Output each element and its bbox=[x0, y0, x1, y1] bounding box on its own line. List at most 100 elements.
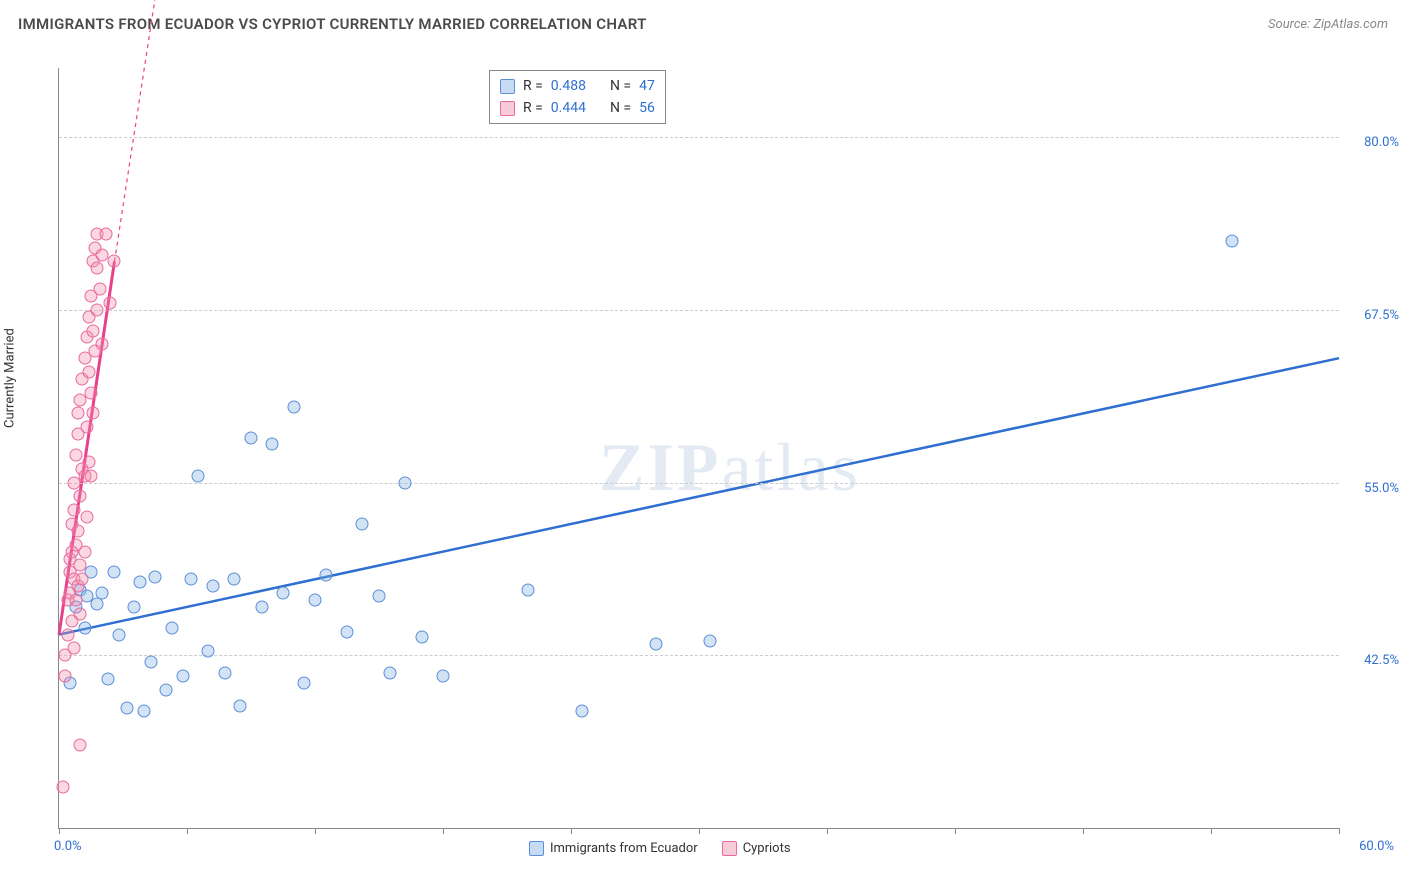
n-value-cypriots: 56 bbox=[639, 97, 655, 119]
x-tick bbox=[1339, 828, 1340, 834]
gridline bbox=[59, 310, 1339, 311]
scatter-point-ecuador bbox=[383, 667, 396, 680]
x-tick bbox=[443, 828, 444, 834]
scatter-point-ecuador bbox=[219, 667, 232, 680]
scatter-point-ecuador bbox=[298, 676, 311, 689]
scatter-point-ecuador bbox=[266, 437, 279, 450]
legend-swatch-blue bbox=[529, 841, 544, 856]
scatter-point-cypriots bbox=[70, 594, 83, 607]
trend-line bbox=[59, 358, 1339, 634]
scatter-point-ecuador bbox=[95, 587, 108, 600]
scatter-point-ecuador bbox=[437, 670, 450, 683]
scatter-point-cypriots bbox=[67, 504, 80, 517]
scatter-point-ecuador bbox=[202, 645, 215, 658]
source-name: ZipAtlas.com bbox=[1313, 17, 1388, 32]
scatter-point-cypriots bbox=[57, 780, 70, 793]
scatter-point-cypriots bbox=[95, 338, 108, 351]
scatter-point-ecuador bbox=[522, 584, 535, 597]
legend-swatch-blue bbox=[500, 79, 515, 94]
scatter-point-cypriots bbox=[99, 227, 112, 240]
y-tick-label: 80.0% bbox=[1344, 135, 1399, 150]
scatter-point-ecuador bbox=[102, 672, 115, 685]
scatter-point-cypriots bbox=[72, 524, 85, 537]
plot-area: ZIPatlas R = 0.488 N = 47 R = 0.444 N = … bbox=[58, 68, 1339, 829]
x-tick bbox=[59, 828, 60, 834]
scatter-point-ecuador bbox=[176, 670, 189, 683]
scatter-point-ecuador bbox=[703, 635, 716, 648]
scatter-point-cypriots bbox=[72, 407, 85, 420]
r-value-cypriots: 0.444 bbox=[551, 97, 586, 119]
scatter-point-cypriots bbox=[87, 407, 100, 420]
scatter-point-ecuador bbox=[319, 569, 332, 582]
scatter-point-cypriots bbox=[74, 490, 87, 503]
scatter-point-cypriots bbox=[95, 248, 108, 261]
gridline bbox=[59, 655, 1339, 656]
scatter-point-cypriots bbox=[108, 255, 121, 268]
n-value-ecuador: 47 bbox=[639, 75, 655, 97]
legend-series: Immigrants from Ecuador Cypriots bbox=[529, 841, 791, 856]
scatter-point-ecuador bbox=[234, 700, 247, 713]
scatter-point-ecuador bbox=[373, 589, 386, 602]
scatter-point-cypriots bbox=[82, 366, 95, 379]
y-tick-label: 55.0% bbox=[1344, 481, 1399, 496]
legend-swatch-pink bbox=[722, 841, 737, 856]
x-axis-min-label: 0.0% bbox=[54, 839, 82, 854]
scatter-point-ecuador bbox=[159, 683, 172, 696]
legend-row-ecuador: R = 0.488 N = 47 bbox=[500, 75, 655, 97]
source-attribution: Source: ZipAtlas.com bbox=[1268, 17, 1388, 32]
r-label: R = bbox=[523, 97, 543, 119]
scatter-point-cypriots bbox=[80, 511, 93, 524]
scatter-point-ecuador bbox=[191, 469, 204, 482]
legend-correlation: R = 0.488 N = 47 R = 0.444 N = 56 bbox=[489, 70, 666, 124]
x-tick bbox=[571, 828, 572, 834]
scatter-point-cypriots bbox=[87, 324, 100, 337]
scatter-point-ecuador bbox=[255, 600, 268, 613]
scatter-point-cypriots bbox=[91, 262, 104, 275]
trend-lines-layer bbox=[59, 68, 1339, 828]
x-tick bbox=[1083, 828, 1084, 834]
x-tick bbox=[187, 828, 188, 834]
scatter-point-ecuador bbox=[121, 701, 134, 714]
scatter-point-cypriots bbox=[80, 421, 93, 434]
scatter-point-cypriots bbox=[67, 642, 80, 655]
r-value-ecuador: 0.488 bbox=[551, 75, 586, 97]
scatter-point-cypriots bbox=[74, 607, 87, 620]
scatter-point-cypriots bbox=[74, 559, 87, 572]
scatter-point-ecuador bbox=[309, 594, 322, 607]
scatter-point-ecuador bbox=[227, 573, 240, 586]
scatter-point-ecuador bbox=[650, 638, 663, 651]
chart-container: Currently Married ZIPatlas R = 0.488 N =… bbox=[18, 48, 1388, 878]
legend-item-ecuador: Immigrants from Ecuador bbox=[529, 841, 698, 856]
scatter-point-cypriots bbox=[91, 303, 104, 316]
scatter-point-cypriots bbox=[74, 739, 87, 752]
scatter-point-ecuador bbox=[144, 656, 157, 669]
x-tick bbox=[315, 828, 316, 834]
scatter-point-ecuador bbox=[398, 476, 411, 489]
scatter-point-cypriots bbox=[59, 670, 72, 683]
scatter-point-ecuador bbox=[127, 600, 140, 613]
legend-label-ecuador: Immigrants from Ecuador bbox=[550, 841, 698, 856]
scatter-point-ecuador bbox=[91, 598, 104, 611]
scatter-point-cypriots bbox=[70, 448, 83, 461]
scatter-point-cypriots bbox=[85, 386, 98, 399]
gridline bbox=[59, 137, 1339, 138]
y-tick-label: 67.5% bbox=[1344, 308, 1399, 323]
scatter-point-cypriots bbox=[82, 455, 95, 468]
scatter-point-ecuador bbox=[138, 704, 151, 717]
chart-title: IMMIGRANTS FROM ECUADOR VS CYPRIOT CURRE… bbox=[18, 15, 647, 33]
legend-item-cypriots: Cypriots bbox=[722, 841, 791, 856]
scatter-point-ecuador bbox=[245, 432, 258, 445]
scatter-point-ecuador bbox=[108, 566, 121, 579]
scatter-point-ecuador bbox=[185, 573, 198, 586]
legend-row-cypriots: R = 0.444 N = 56 bbox=[500, 97, 655, 119]
y-axis-label: Currently Married bbox=[3, 328, 18, 428]
y-tick-label: 42.5% bbox=[1344, 653, 1399, 668]
n-label: N = bbox=[610, 97, 631, 119]
n-label: N = bbox=[610, 75, 631, 97]
x-axis-max-label: 60.0% bbox=[1359, 839, 1394, 854]
scatter-point-ecuador bbox=[287, 400, 300, 413]
scatter-point-cypriots bbox=[61, 628, 74, 641]
scatter-point-cypriots bbox=[104, 296, 117, 309]
source-prefix: Source: bbox=[1268, 17, 1313, 32]
x-tick bbox=[955, 828, 956, 834]
